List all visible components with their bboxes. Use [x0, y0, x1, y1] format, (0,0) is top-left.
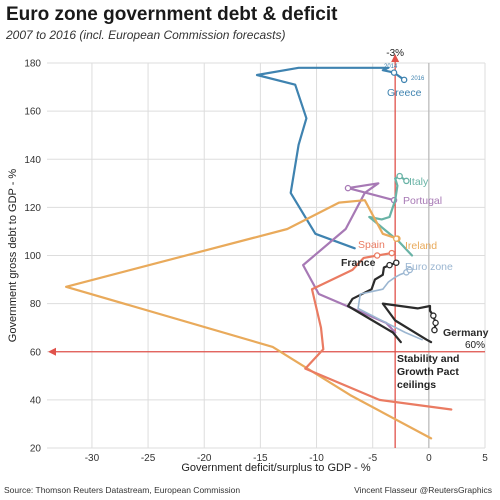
annotation-line: Stability and: [397, 353, 459, 365]
y-tick-label: 80: [30, 299, 42, 310]
y-tick-label: 60: [30, 347, 42, 358]
series-label-germany: Germany: [443, 327, 489, 339]
series-line-greece: [255, 66, 406, 250]
y-tick-label: 140: [24, 155, 41, 166]
series-end-marker: [386, 261, 393, 269]
series-line-euro-zone: [357, 269, 423, 341]
chart-subtitle: 2007 to 2016 (incl. European Commission …: [6, 28, 286, 42]
series-end-marker: [400, 76, 408, 84]
series-end-marker: [373, 252, 381, 259]
x-tick-label: -5: [368, 453, 377, 464]
series-label-portugal: Portugal: [403, 195, 442, 207]
series-end-marker: [403, 177, 410, 185]
x-tick-label: 5: [482, 453, 488, 464]
debt-ceiling-arrow: [48, 347, 56, 356]
year-label: 2016: [411, 76, 425, 82]
series-label-greece: Greece: [387, 87, 422, 99]
series-label-italy: Italy: [409, 176, 429, 188]
series-end-marker: [396, 172, 403, 180]
chart-title: Euro zone government debt & deficit: [6, 4, 338, 25]
y-axis-title: Government gross debt to GDP - %: [7, 169, 19, 343]
y-tick-label: 120: [24, 203, 41, 214]
x-tick-label: -25: [141, 453, 156, 464]
series-label-france: France: [341, 257, 376, 269]
y-tick-label: 100: [24, 251, 41, 262]
series-end-marker: [344, 184, 352, 192]
debt-ceiling-label: 60%: [465, 340, 485, 351]
annotation-line: Growth Pact: [397, 366, 459, 378]
x-tick-label: -15: [253, 453, 268, 464]
footer-credit: Vincent Flasseur @ReutersGraphics: [354, 485, 492, 495]
series-end-marker: [432, 319, 439, 327]
series-end-marker: [393, 235, 400, 242]
year-label: 2014: [384, 64, 398, 70]
annotation-line: ceilings: [397, 379, 436, 391]
x-tick-label: 0: [426, 453, 432, 464]
series-end-marker: [430, 312, 437, 319]
x-tick-label: -30: [85, 453, 100, 464]
deficit-ceiling-label: -3%: [386, 48, 404, 59]
series-label-spain: Spain: [358, 239, 385, 251]
y-tick-label: 40: [30, 395, 42, 406]
x-axis-title: Government deficit/surplus to GDP - %: [181, 462, 371, 474]
footer-source: Source: Thomson Reuters Datastream, Euro…: [4, 485, 241, 495]
y-tick-label: 20: [30, 444, 42, 455]
series-end-marker: [431, 326, 438, 334]
deficit-ceiling-arrow: [391, 54, 400, 62]
series-end-marker: [393, 259, 400, 266]
series-label-euro-zone: Euro zone: [405, 261, 453, 273]
x-tick-label: -20: [197, 453, 212, 464]
series-line-germany: [381, 302, 437, 344]
y-tick-label: 160: [24, 107, 41, 118]
series-end-marker: [388, 249, 396, 257]
growth-pact-annotation: Stability and Growth Pact ceilings: [397, 353, 459, 391]
series-line-spain: [304, 252, 453, 411]
series-label-ireland: Ireland: [405, 240, 437, 252]
series-end-marker: [406, 266, 414, 274]
x-tick-label: -10: [309, 453, 324, 464]
y-tick-label: 180: [24, 59, 41, 70]
series-end-marker: [390, 69, 398, 76]
